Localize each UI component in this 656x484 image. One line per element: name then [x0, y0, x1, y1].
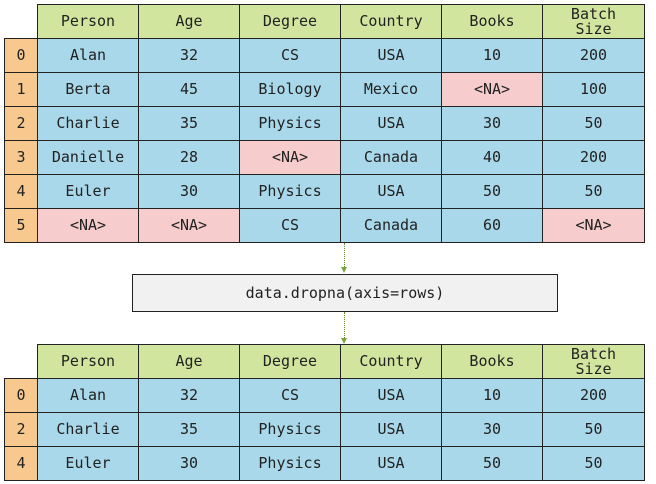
- column-header: Age: [138, 4, 240, 39]
- table-cell: 200: [542, 38, 645, 73]
- table-cell: Alan: [37, 378, 139, 413]
- table-cell: Physics: [239, 446, 341, 481]
- table-row: 4 Euler 30 Physics USA 50 50: [4, 446, 645, 481]
- table-cell: 50: [441, 446, 543, 481]
- table-cell: Physics: [239, 412, 341, 447]
- table-row: 5 <NA> <NA> CS Canada 60 <NA>: [4, 208, 645, 243]
- table-cell: 30: [441, 412, 543, 447]
- column-header: Degree: [239, 4, 341, 39]
- table-row: 4 Euler 30 Physics USA 50 50: [4, 174, 645, 209]
- table-cell: 32: [138, 378, 240, 413]
- column-header: Books: [441, 344, 543, 379]
- table-row: 0 Alan 32 CS USA 10 200: [4, 38, 645, 73]
- row-index: 1: [4, 72, 38, 107]
- header-row: Person Age Degree Country Books Batch Size: [4, 4, 645, 39]
- down-arrow-icon: [341, 243, 347, 273]
- table-cell: 30: [138, 174, 240, 209]
- table-cell: 35: [138, 106, 240, 141]
- index-header-corner: [4, 4, 38, 39]
- table-cell: Biology: [239, 72, 341, 107]
- missing-cell: <NA>: [542, 208, 645, 243]
- table-cell: 35: [138, 412, 240, 447]
- table-cell: CS: [239, 378, 341, 413]
- table-cell: USA: [340, 38, 442, 73]
- table-cell: 50: [542, 106, 645, 141]
- table-cell: 200: [542, 378, 645, 413]
- header-row: Person Age Degree Country Books Batch Size: [4, 344, 645, 379]
- table-cell: USA: [340, 174, 442, 209]
- output-dataframe: Person Age Degree Country Books Batch Size 0 Al…: [4, 344, 645, 481]
- table-cell: Charlie: [37, 412, 139, 447]
- row-index: 5: [4, 208, 38, 243]
- column-header: Books: [441, 4, 543, 39]
- table-cell: CS: [239, 208, 341, 243]
- column-header: Batch Size: [542, 344, 645, 379]
- operation-code: data.dropna(axis=rows): [245, 284, 445, 302]
- table-row: 0 Alan 32 CS USA 10 200: [4, 378, 645, 413]
- table-cell: USA: [340, 412, 442, 447]
- column-header-line: Batch: [570, 4, 617, 23]
- table-cell: Canada: [340, 140, 442, 175]
- column-header: Batch Size: [542, 4, 645, 39]
- table-cell: Mexico: [340, 72, 442, 107]
- column-header: Degree: [239, 344, 341, 379]
- row-index: 2: [4, 412, 38, 447]
- column-header: Country: [340, 344, 442, 379]
- missing-cell: <NA>: [138, 208, 240, 243]
- row-index: 2: [4, 106, 38, 141]
- table-cell: Physics: [239, 106, 341, 141]
- table-cell: USA: [340, 378, 442, 413]
- table-cell: 50: [441, 174, 543, 209]
- column-header: Person: [37, 4, 139, 39]
- column-header: Person: [37, 344, 139, 379]
- column-header-line: Batch: [570, 344, 617, 363]
- table-cell: 40: [441, 140, 543, 175]
- table-row: 2 Charlie 35 Physics USA 30 50: [4, 412, 645, 447]
- table-cell: Euler: [37, 174, 139, 209]
- table-cell: 50: [542, 174, 645, 209]
- column-header-line: Size: [575, 19, 612, 38]
- table-cell: CS: [239, 38, 341, 73]
- index-header-corner: [4, 344, 38, 379]
- table-cell: 32: [138, 38, 240, 73]
- table-row: 1 Berta 45 Biology Mexico <NA> 100: [4, 72, 645, 107]
- missing-cell: <NA>: [441, 72, 543, 107]
- missing-cell: <NA>: [239, 140, 341, 175]
- table-cell: 50: [542, 412, 645, 447]
- table-cell: Canada: [340, 208, 442, 243]
- table-cell: 45: [138, 72, 240, 107]
- operation-box: data.dropna(axis=rows): [132, 274, 558, 312]
- column-header-line: Size: [575, 359, 612, 378]
- row-index: 4: [4, 446, 38, 481]
- table-cell: USA: [340, 446, 442, 481]
- row-index: 0: [4, 38, 38, 73]
- table-cell: Danielle: [37, 140, 139, 175]
- table-cell: Charlie: [37, 106, 139, 141]
- table-cell: Berta: [37, 72, 139, 107]
- table-cell: Euler: [37, 446, 139, 481]
- column-header: Country: [340, 4, 442, 39]
- table-cell: 200: [542, 140, 645, 175]
- table-cell: USA: [340, 106, 442, 141]
- table-cell: 100: [542, 72, 645, 107]
- table-row: 3 Danielle 28 <NA> Canada 40 200: [4, 140, 645, 175]
- table-cell: 60: [441, 208, 543, 243]
- row-index: 3: [4, 140, 38, 175]
- row-index: 0: [4, 378, 38, 413]
- column-header: Age: [138, 344, 240, 379]
- table-cell: Physics: [239, 174, 341, 209]
- down-arrow-icon: [341, 312, 347, 344]
- table-cell: 30: [138, 446, 240, 481]
- table-cell: 50: [542, 446, 645, 481]
- table-cell: 10: [441, 38, 543, 73]
- table-cell: 30: [441, 106, 543, 141]
- missing-cell: <NA>: [37, 208, 139, 243]
- table-cell: 28: [138, 140, 240, 175]
- table-cell: Alan: [37, 38, 139, 73]
- input-dataframe: Person Age Degree Country Books Batch Size 0 Al…: [4, 4, 645, 243]
- row-index: 4: [4, 174, 38, 209]
- table-row: 2 Charlie 35 Physics USA 30 50: [4, 106, 645, 141]
- table-cell: 10: [441, 378, 543, 413]
